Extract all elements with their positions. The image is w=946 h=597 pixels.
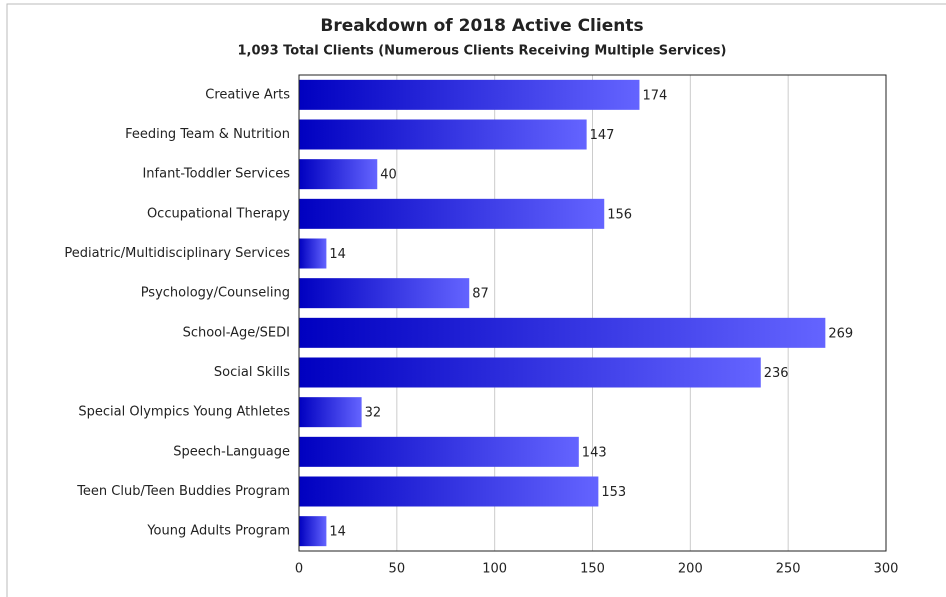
- data-label: 143: [582, 445, 607, 460]
- bar: [299, 397, 362, 428]
- x-tick-label: 50: [389, 562, 406, 577]
- y-tick-label: Special Olympics Young Athletes: [78, 405, 290, 420]
- x-tick-label: 250: [776, 562, 801, 577]
- x-tick-label: 300: [874, 562, 899, 577]
- bar: [299, 476, 599, 507]
- data-label: 236: [764, 366, 789, 381]
- data-label: 14: [329, 247, 346, 262]
- x-tick-label: 200: [678, 562, 703, 577]
- x-tick-label: 100: [482, 562, 507, 577]
- bar: [299, 317, 826, 348]
- y-tick-label: Psychology/Counseling: [141, 286, 290, 301]
- y-tick-label: Creative Arts: [205, 87, 290, 102]
- y-tick-label: Social Skills: [214, 365, 290, 380]
- bar: [299, 278, 470, 309]
- y-tick-label: Infant-Toddler Services: [142, 167, 290, 182]
- data-label: 14: [329, 525, 346, 540]
- plot-frame: [298, 74, 887, 552]
- bar: [299, 357, 761, 388]
- y-tick-label: Occupational Therapy: [147, 206, 290, 221]
- bar: [299, 436, 579, 467]
- x-tick-label: 0: [295, 562, 303, 577]
- data-label: 174: [642, 88, 667, 103]
- bar: [299, 119, 587, 150]
- data-label: 269: [828, 326, 853, 341]
- y-tick-label: Young Adults Program: [146, 524, 290, 539]
- bar: [299, 238, 327, 269]
- x-tick-label: 150: [580, 562, 605, 577]
- chart-title: Breakdown of 2018 Active Clients: [320, 16, 643, 36]
- data-label: 87: [472, 287, 489, 302]
- y-tick-label: Feeding Team & Nutrition: [125, 127, 290, 142]
- y-tick-label: Pediatric/Multidisciplinary Services: [64, 246, 290, 261]
- data-label: 40: [380, 168, 397, 183]
- data-label: 156: [607, 207, 632, 222]
- bar: [299, 516, 327, 547]
- frame: [6, 3, 946, 597]
- chart-subtitle: 1,093 Total Clients (Numerous Clients Re…: [238, 44, 727, 59]
- y-tick-label: School-Age/SEDI: [183, 325, 290, 340]
- bar: [299, 159, 378, 190]
- bar: [299, 198, 605, 229]
- data-label: 32: [365, 406, 382, 421]
- y-tick-label: Speech-Language: [173, 444, 290, 459]
- data-label: 147: [590, 128, 615, 143]
- data-label: 153: [601, 485, 626, 500]
- bar: [299, 79, 640, 110]
- y-tick-label: Teen Club/Teen Buddies Program: [76, 484, 290, 499]
